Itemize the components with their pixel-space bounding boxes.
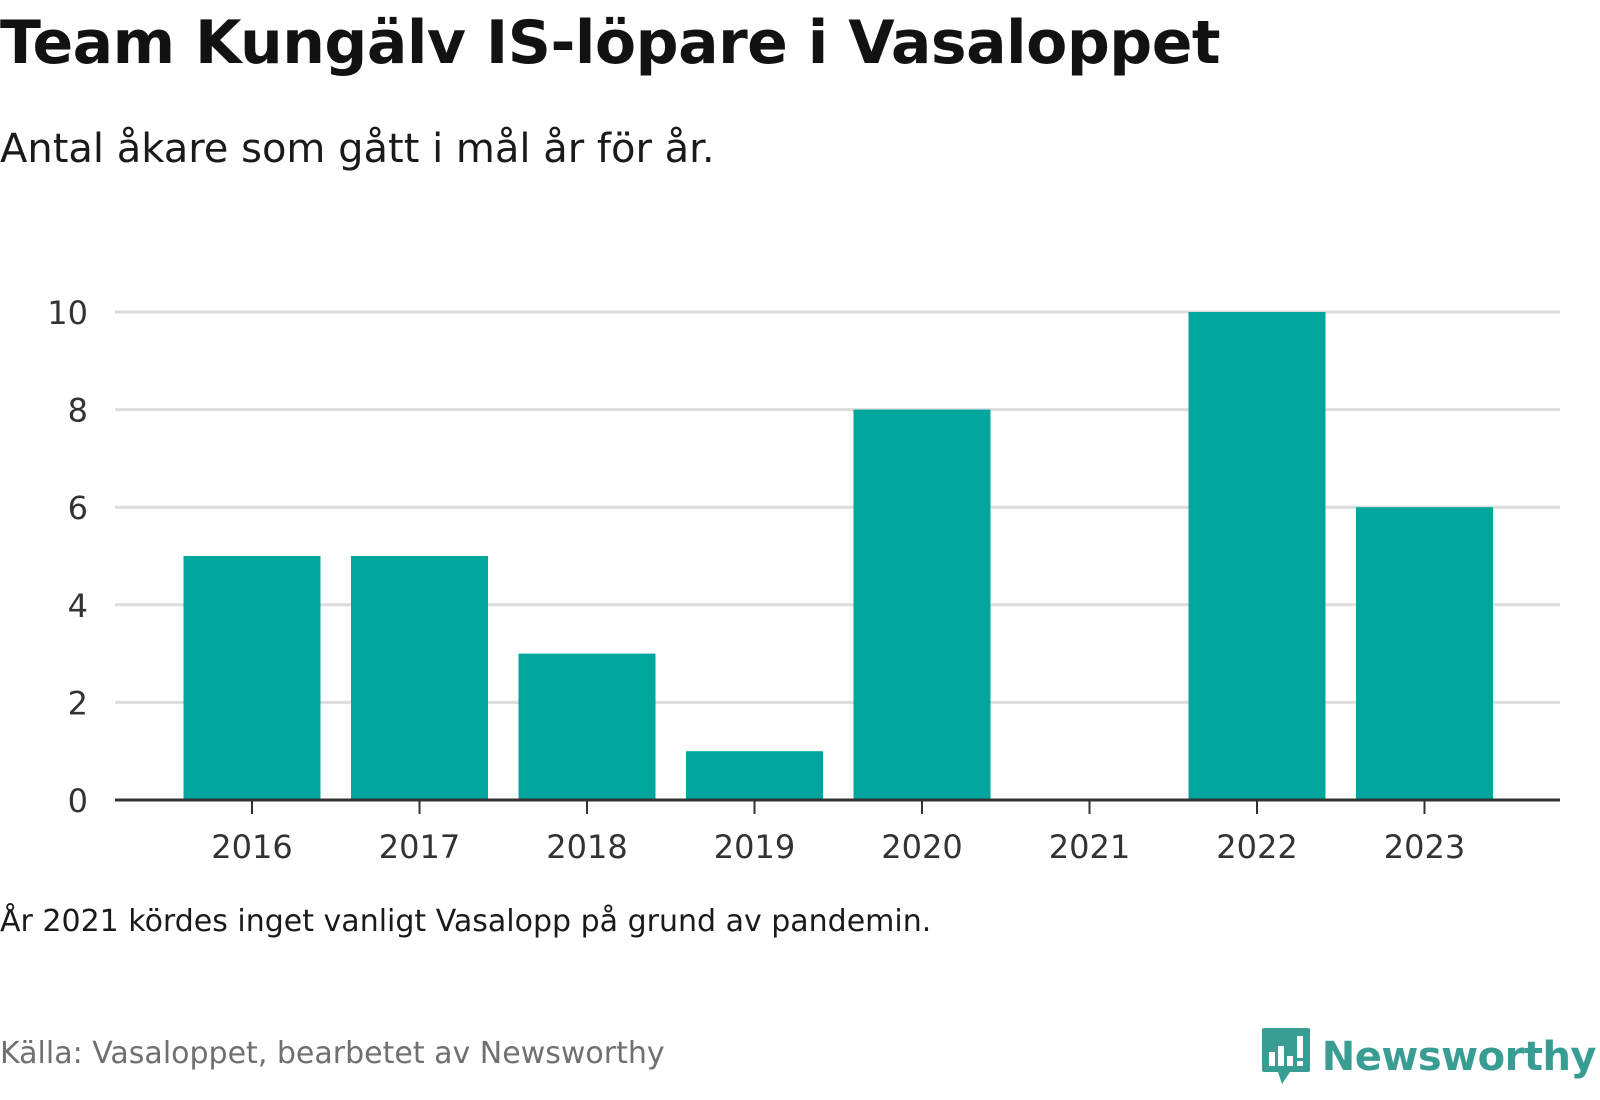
newsworthy-logo-icon [1261, 1028, 1310, 1084]
x-tick-label: 2020 [881, 828, 962, 866]
x-tick-label: 2022 [1216, 828, 1297, 866]
gridlines [115, 310, 1560, 704]
bar-2017 [351, 556, 488, 800]
bar-2023 [1356, 507, 1493, 800]
footnote: År 2021 kördes inget vanligt Vasalopp på… [0, 904, 932, 939]
y-tick-label: 8 [68, 392, 88, 430]
y-tick-label: 0 [68, 782, 88, 820]
chart-subtitle: Antal åkare som gått i mål år för år. [0, 126, 715, 172]
source-credit: Källa: Vasaloppet, bearbetet av Newswort… [0, 1036, 665, 1071]
bar-2020 [853, 409, 991, 800]
chart-title: Team Kungälv IS-löpare i Vasaloppet [0, 8, 1221, 78]
y-tick-label: 2 [68, 684, 88, 722]
x-tick-label: 2017 [379, 828, 460, 866]
brand-name: Newsworthy [1321, 1034, 1597, 1080]
bar-2019 [686, 751, 823, 800]
bars [183, 312, 1493, 800]
x-tick-label: 2021 [1049, 828, 1130, 866]
bar-2016 [183, 556, 321, 800]
y-tick-label: 6 [68, 489, 88, 527]
axes: 0 2 4 6 8 10 2016 2017 2018 2019 2020 2021 2022 2023 [47, 294, 1560, 866]
x-tick-label: 2018 [546, 828, 627, 866]
x-tick-label: 2023 [1384, 828, 1465, 866]
x-tick-label: 2016 [211, 828, 292, 866]
y-tick-label: 10 [47, 294, 88, 332]
bar-2018 [518, 653, 656, 800]
x-tick-label: 2019 [714, 828, 795, 866]
brand-logo: Newsworthy [1260, 1022, 1597, 1092]
bar-2022 [1188, 312, 1326, 800]
y-tick-label: 4 [68, 587, 88, 625]
